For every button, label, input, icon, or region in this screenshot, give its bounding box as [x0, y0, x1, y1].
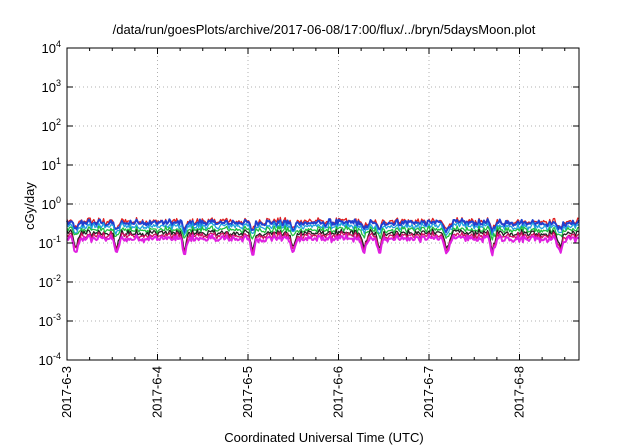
x-axis: 2017-6-3 2017-6-4 2017-6-5 2017-6-6 2017-6-7…: [59, 48, 566, 418]
x-axis-label: Coordinated Universal Time (UTC): [224, 430, 423, 445]
y-tick-label: 10-4: [39, 351, 61, 368]
x-tick-label: 2017-6-8: [512, 366, 527, 418]
series-line: [66, 218, 580, 236]
series-line: [66, 228, 580, 252]
y-tick-label: 104: [42, 39, 61, 56]
y-tick-label: 103: [42, 78, 61, 95]
series-line: [66, 221, 580, 237]
x-tick-label: 2017-6-4: [150, 366, 165, 418]
y-tick-label: 10-1: [39, 234, 61, 251]
grid: [67, 48, 579, 360]
y-tick-label: 101: [42, 156, 61, 173]
x-tick-label: 2017-6-5: [240, 366, 255, 418]
y-tick-label: 100: [42, 195, 61, 212]
x-tick-label: 2017-6-7: [421, 366, 436, 418]
series-line: [66, 230, 580, 256]
x-tick-label: 2017-6-3: [59, 366, 74, 418]
y-tick-label: 10-2: [39, 273, 61, 290]
x-tick-label: 2017-6-6: [331, 366, 346, 418]
series-line: [66, 225, 580, 241]
series-line: [66, 233, 580, 257]
series-group: [66, 216, 580, 257]
y-tick-label: 102: [42, 117, 61, 134]
y-tick-label: 10-3: [39, 312, 61, 329]
y-axis: 10-4 10-3 10-2 10-1 100 101 102 103 104: [39, 39, 579, 368]
y-axis-label: cGy/day: [22, 182, 37, 230]
chart-title: /data/run/goesPlots/archive/2017-06-08/1…: [113, 22, 536, 37]
